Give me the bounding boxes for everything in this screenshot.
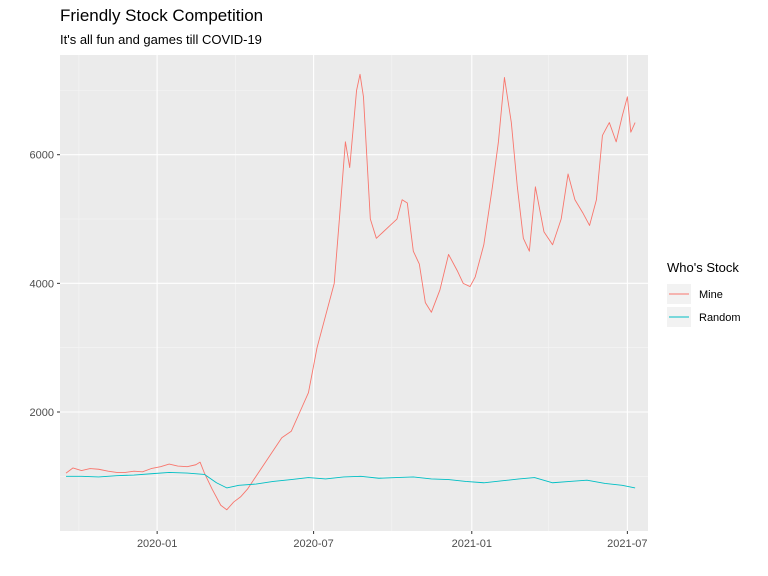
y-axis: 2000 4000 6000 <box>30 150 60 419</box>
legend-label-mine: Mine <box>699 289 723 301</box>
x-tick-label: 2021-07 <box>607 538 647 550</box>
series-line-random <box>66 472 636 489</box>
x-axis: 2020-01 2020-07 2021-01 2021-07 <box>137 531 648 550</box>
legend: Who's Stock Mine Random <box>667 260 741 327</box>
x-tick-label: 2020-07 <box>293 538 333 550</box>
x-tick-label: 2021-01 <box>452 538 492 550</box>
y-tick-label: 4000 <box>30 278 54 290</box>
y-tick-label: 2000 <box>30 407 54 419</box>
major-gridlines <box>60 55 648 531</box>
series-line-mine <box>65 73 636 511</box>
series-layer <box>65 73 636 511</box>
legend-label-random: Random <box>699 312 741 324</box>
y-tick-label: 6000 <box>30 150 54 162</box>
minor-gridlines <box>60 55 648 531</box>
chart-subtitle: It's all fun and games till COVID-19 <box>60 32 262 47</box>
x-tick-label: 2020-01 <box>137 538 177 550</box>
plot-panel <box>60 55 648 531</box>
chart-title: Friendly Stock Competition <box>60 6 264 25</box>
legend-title: Who's Stock <box>667 260 739 275</box>
